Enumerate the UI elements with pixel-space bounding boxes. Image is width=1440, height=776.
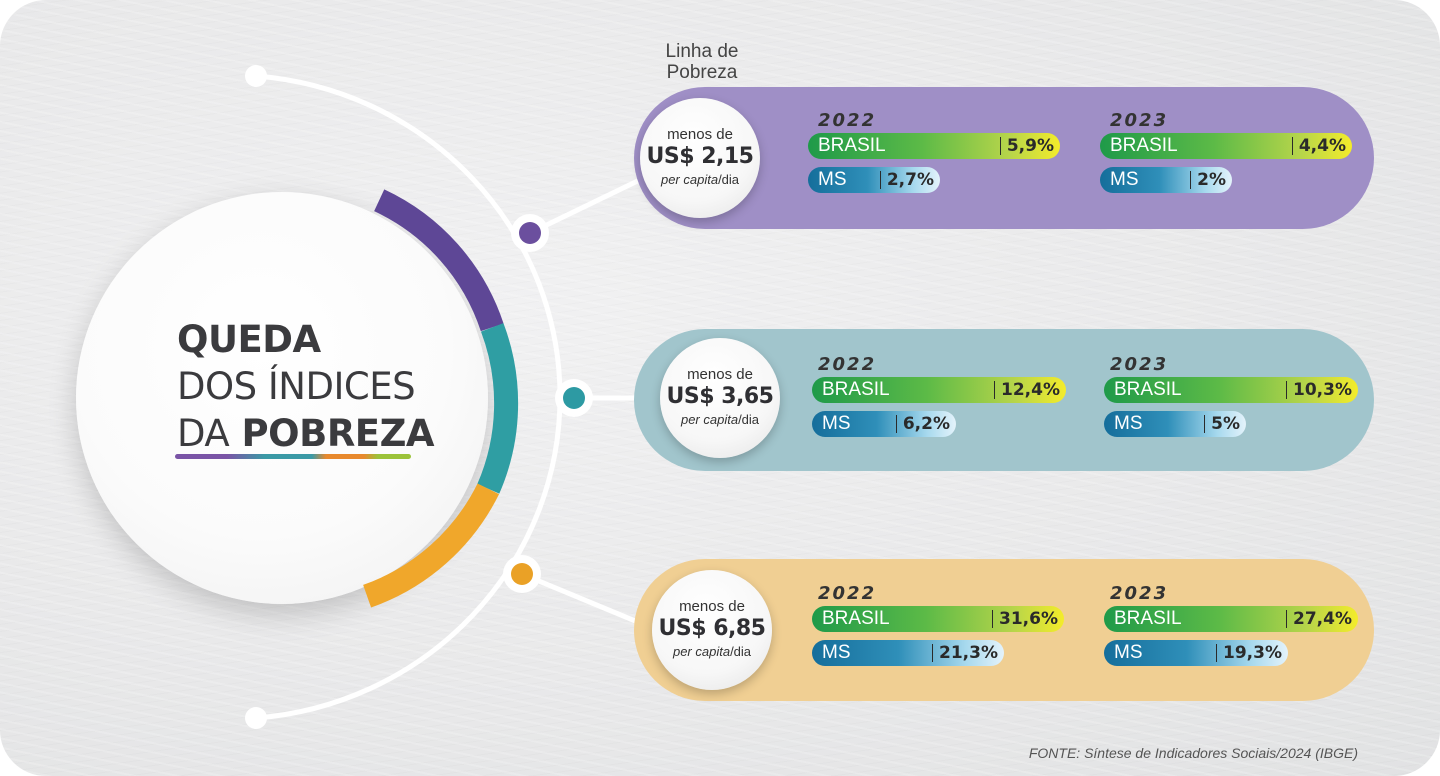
brasil-value: 12,4%: [994, 381, 1060, 399]
threshold-unit-b: /dia: [718, 172, 740, 187]
ms-value: 6,2%: [895, 415, 950, 433]
brasil-label: BRASIL: [822, 608, 890, 629]
main-title: QUEDA DOS ÍNDICES DA POBREZA: [177, 316, 477, 457]
ms-value: 2%: [1190, 171, 1226, 189]
ms-bar: MS 2,7%: [808, 167, 940, 193]
ms-bar: MS 21,3%: [812, 640, 1004, 666]
threshold-value: US$ 3,65: [666, 384, 774, 409]
poverty-line-label-1: Linha de: [665, 41, 739, 62]
brasil-bar: BRASIL 5,9%: [808, 133, 1060, 159]
poverty-line-label: Linha de Pobreza: [652, 41, 752, 83]
poverty-line-label-2: Pobreza: [666, 62, 738, 83]
ring-segment-orange: [362, 483, 500, 608]
threshold-prefix: menos de: [667, 126, 733, 143]
ms-label: MS: [822, 413, 851, 434]
ms-label: MS: [818, 169, 847, 190]
year-label: 2022: [818, 110, 877, 131]
threshold-unit-a: per capita: [660, 172, 719, 187]
brasil-value: 27,4%: [1286, 610, 1352, 628]
year-label: 2023: [1110, 354, 1169, 375]
threshold-bubble-3: menos de US$ 6,85 per capita/dia: [652, 570, 772, 690]
arc-start-dot: [245, 65, 267, 87]
brasil-value: 5,9%: [999, 137, 1054, 155]
title-line-3-a: DA: [177, 412, 230, 455]
ms-label: MS: [822, 642, 851, 663]
ms-bar: MS 6,2%: [812, 411, 956, 437]
threshold-bubble-2: menos de US$ 3,65 per capita/dia: [660, 338, 780, 458]
threshold-value: US$ 6,85: [658, 616, 766, 641]
ms-bar: MS 5%: [1104, 411, 1246, 437]
threshold-unit-b: /dia: [730, 644, 752, 659]
threshold-value: US$ 2,15: [646, 144, 754, 169]
brasil-label: BRASIL: [1114, 379, 1182, 400]
threshold-prefix: menos de: [687, 366, 753, 383]
brasil-label: BRASIL: [1114, 608, 1182, 629]
ms-label: MS: [1110, 169, 1139, 190]
brasil-bar: BRASIL 12,4%: [812, 377, 1066, 403]
title-line-1: QUEDA: [177, 318, 321, 361]
threshold-unit: per capita/dia: [650, 413, 790, 427]
threshold-unit-b: /dia: [738, 412, 760, 427]
brasil-bar: BRASIL 27,4%: [1104, 606, 1358, 632]
brasil-label: BRASIL: [1110, 135, 1178, 156]
ms-label: MS: [1114, 413, 1143, 434]
ms-label: MS: [1114, 642, 1143, 663]
threshold-unit-a: per capita: [680, 412, 739, 427]
year-label: 2022: [818, 583, 877, 604]
title-line-3: DA POBREZA: [177, 410, 477, 457]
threshold-unit: per capita/dia: [642, 645, 782, 659]
ring-segment-teal: [477, 323, 519, 494]
ms-value: 21,3%: [932, 644, 998, 662]
year-label: 2023: [1110, 110, 1169, 131]
connector-line-1: [528, 172, 652, 236]
threshold-bubble-1: menos de US$ 2,15 per capita/dia: [640, 98, 760, 218]
ring-segment-purple: [373, 189, 504, 332]
ms-value: 19,3%: [1216, 644, 1282, 662]
brasil-value: 31,6%: [992, 610, 1058, 628]
main-circle: [76, 192, 488, 604]
ms-bar: MS 19,3%: [1104, 640, 1288, 666]
brasil-bar: BRASIL 10,3%: [1104, 377, 1358, 403]
threshold-prefix: menos de: [679, 598, 745, 615]
brasil-bar: BRASIL 4,4%: [1100, 133, 1352, 159]
threshold-unit: per capita/dia: [630, 173, 770, 187]
title-underline: [175, 454, 411, 459]
threshold-unit-a: per capita: [672, 644, 731, 659]
title-line-2: DOS ÍNDICES: [177, 365, 416, 408]
brasil-label: BRASIL: [822, 379, 890, 400]
source-note: FONTE: Síntese de Indicadores Sociais/20…: [1028, 745, 1358, 761]
year-label: 2022: [818, 354, 877, 375]
ms-value: 5%: [1204, 415, 1240, 433]
title-line-3-b: POBREZA: [241, 412, 435, 455]
ms-bar: MS 2%: [1100, 167, 1232, 193]
brasil-value: 4,4%: [1291, 137, 1346, 155]
brasil-value: 10,3%: [1286, 381, 1352, 399]
connector-line-3: [521, 571, 653, 631]
ms-value: 2,7%: [879, 171, 934, 189]
brasil-label: BRASIL: [818, 135, 886, 156]
year-label: 2023: [1110, 583, 1169, 604]
brasil-bar: BRASIL 31,6%: [812, 606, 1064, 632]
arc-end-dot: [245, 707, 267, 729]
